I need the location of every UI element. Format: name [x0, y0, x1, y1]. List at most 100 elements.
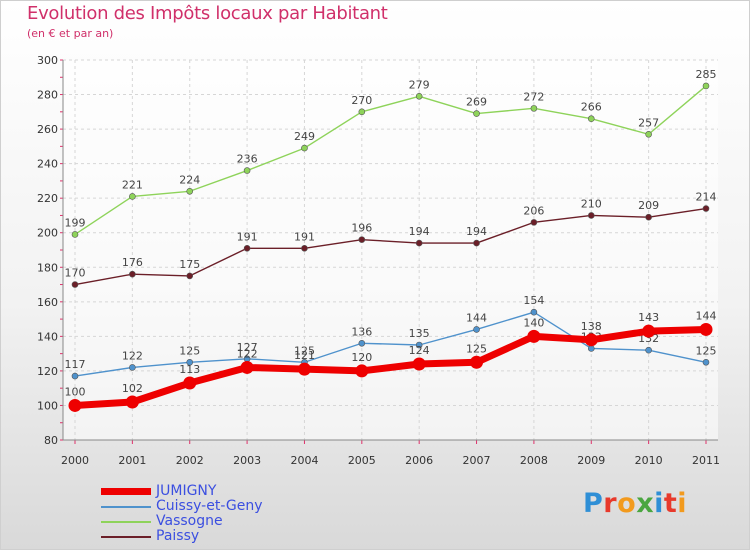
legend-label: JUMIGNY: [156, 483, 217, 499]
x-tick-label: 2006: [405, 454, 433, 467]
data-label: 236: [237, 153, 258, 166]
x-tick-label: 2001: [118, 454, 146, 467]
data-label: 272: [523, 90, 544, 103]
data-label: 257: [638, 116, 659, 129]
data-point: [358, 108, 366, 116]
legend-swatch: [101, 506, 151, 508]
proxiti-logo: Proxiti: [583, 488, 687, 519]
data-label: 214: [696, 191, 717, 204]
data-point: [186, 187, 194, 195]
data-point: [702, 82, 710, 90]
data-point: [473, 326, 480, 333]
legend-label: Vassogne: [156, 513, 223, 529]
y-tick-label: 120: [37, 365, 58, 378]
data-point: [243, 167, 251, 174]
y-tick-label: 200: [37, 227, 58, 240]
data-label: 279: [409, 78, 430, 91]
logo-letter: P: [583, 488, 604, 519]
data-label: 125: [466, 342, 487, 355]
data-point: [412, 357, 426, 371]
x-tick-label: 2000: [61, 454, 89, 467]
data-label: 125: [294, 344, 315, 357]
x-tick-label: 2005: [348, 454, 376, 467]
y-tick-label: 260: [37, 123, 58, 136]
data-label: 269: [466, 96, 487, 109]
data-point: [642, 324, 656, 338]
y-tick-label: 140: [37, 330, 58, 343]
y-tick-label: 220: [37, 192, 58, 205]
data-point: [415, 239, 423, 247]
x-tick-label: 2002: [176, 454, 204, 467]
data-label: 138: [581, 320, 602, 333]
data-point: [530, 219, 538, 226]
x-tick-label: 2011: [692, 454, 720, 467]
data-point: [71, 281, 79, 288]
logo-letter: x: [636, 488, 655, 519]
data-label: 176: [122, 256, 143, 269]
data-label: 266: [581, 101, 602, 114]
x-tick-label: 2010: [635, 454, 663, 467]
data-label: 120: [351, 351, 372, 364]
data-label: 127: [237, 341, 258, 354]
data-label: 170: [65, 267, 86, 280]
chart-subtitle: (en € et par an): [27, 27, 114, 40]
data-point: [702, 205, 710, 212]
legend-swatch: [101, 488, 151, 495]
legend-swatch: [101, 521, 151, 523]
series-line-vassogne: [74, 85, 707, 236]
legend-label: Cuissy-et-Geny: [156, 498, 263, 514]
chart-title: Evolution des Impôts locaux par Habitant: [27, 3, 388, 24]
data-label: 206: [523, 204, 544, 217]
x-tick-label: 2007: [463, 454, 491, 467]
data-point: [186, 272, 194, 280]
data-label: 121: [294, 349, 315, 362]
data-point: [183, 376, 197, 390]
data-point: [415, 92, 423, 100]
data-point: [129, 364, 136, 371]
data-label: 199: [65, 216, 86, 229]
data-label: 224: [179, 173, 200, 186]
data-label: 136: [351, 325, 372, 338]
data-label: 191: [294, 230, 315, 243]
data-label: 196: [351, 222, 372, 235]
plot-area: [63, 60, 718, 440]
data-point: [645, 130, 652, 138]
data-point: [358, 236, 366, 243]
data-label: 124: [409, 344, 430, 357]
y-tick-label: 160: [37, 296, 58, 309]
data-point: [301, 244, 308, 252]
x-tick-label: 2004: [290, 454, 318, 467]
series-line-jumigny: [74, 325, 707, 409]
data-label: 209: [638, 199, 659, 212]
y-tick-label: 300: [37, 54, 58, 67]
data-point: [530, 105, 538, 112]
logo-letter: r: [603, 488, 618, 519]
data-point: [240, 360, 254, 374]
data-label: 125: [179, 344, 200, 357]
y-tick-label: 280: [37, 89, 58, 102]
data-point: [587, 345, 595, 352]
y-tick-label: 100: [37, 399, 58, 412]
data-label: 135: [409, 327, 430, 340]
data-point: [587, 212, 595, 219]
data-point: [470, 355, 484, 369]
series-line-paissy: [74, 207, 707, 286]
data-point: [587, 115, 595, 123]
data-label: 100: [65, 385, 86, 398]
data-point: [702, 358, 710, 366]
data-label: 125: [696, 344, 717, 357]
data-label: 270: [351, 94, 372, 107]
data-point: [186, 358, 194, 366]
legend-label: Paissy: [156, 528, 200, 544]
data-point: [71, 372, 79, 380]
data-point: [355, 364, 369, 378]
data-label: 144: [696, 309, 717, 322]
logo-letter: i: [677, 488, 688, 519]
data-point: [71, 231, 79, 238]
data-label: 191: [237, 230, 258, 243]
data-label: 221: [122, 178, 143, 191]
logo-letter: o: [617, 488, 637, 519]
data-label: 117: [65, 358, 86, 371]
data-point: [527, 329, 541, 343]
